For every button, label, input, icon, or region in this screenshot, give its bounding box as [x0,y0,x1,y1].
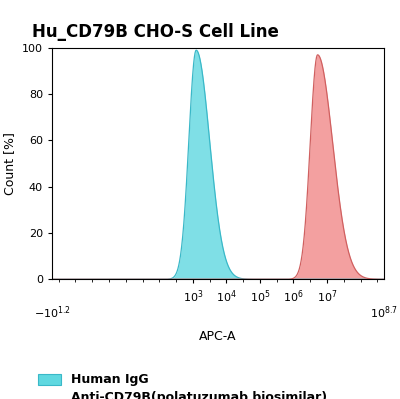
X-axis label: APC-A: APC-A [199,330,237,343]
Text: $10^{8.7}$: $10^{8.7}$ [370,304,398,321]
Y-axis label: Count [%]: Count [%] [4,132,16,195]
Text: $-10^{1.2}$: $-10^{1.2}$ [34,304,70,321]
Legend: Human IgG, Anti-CD79B(polatuzumab biosimilar)
mAb (SKU: BME100171): Human IgG, Anti-CD79B(polatuzumab biosim… [38,373,327,399]
Text: Hu_CD79B CHO-S Cell Line: Hu_CD79B CHO-S Cell Line [32,23,279,41]
